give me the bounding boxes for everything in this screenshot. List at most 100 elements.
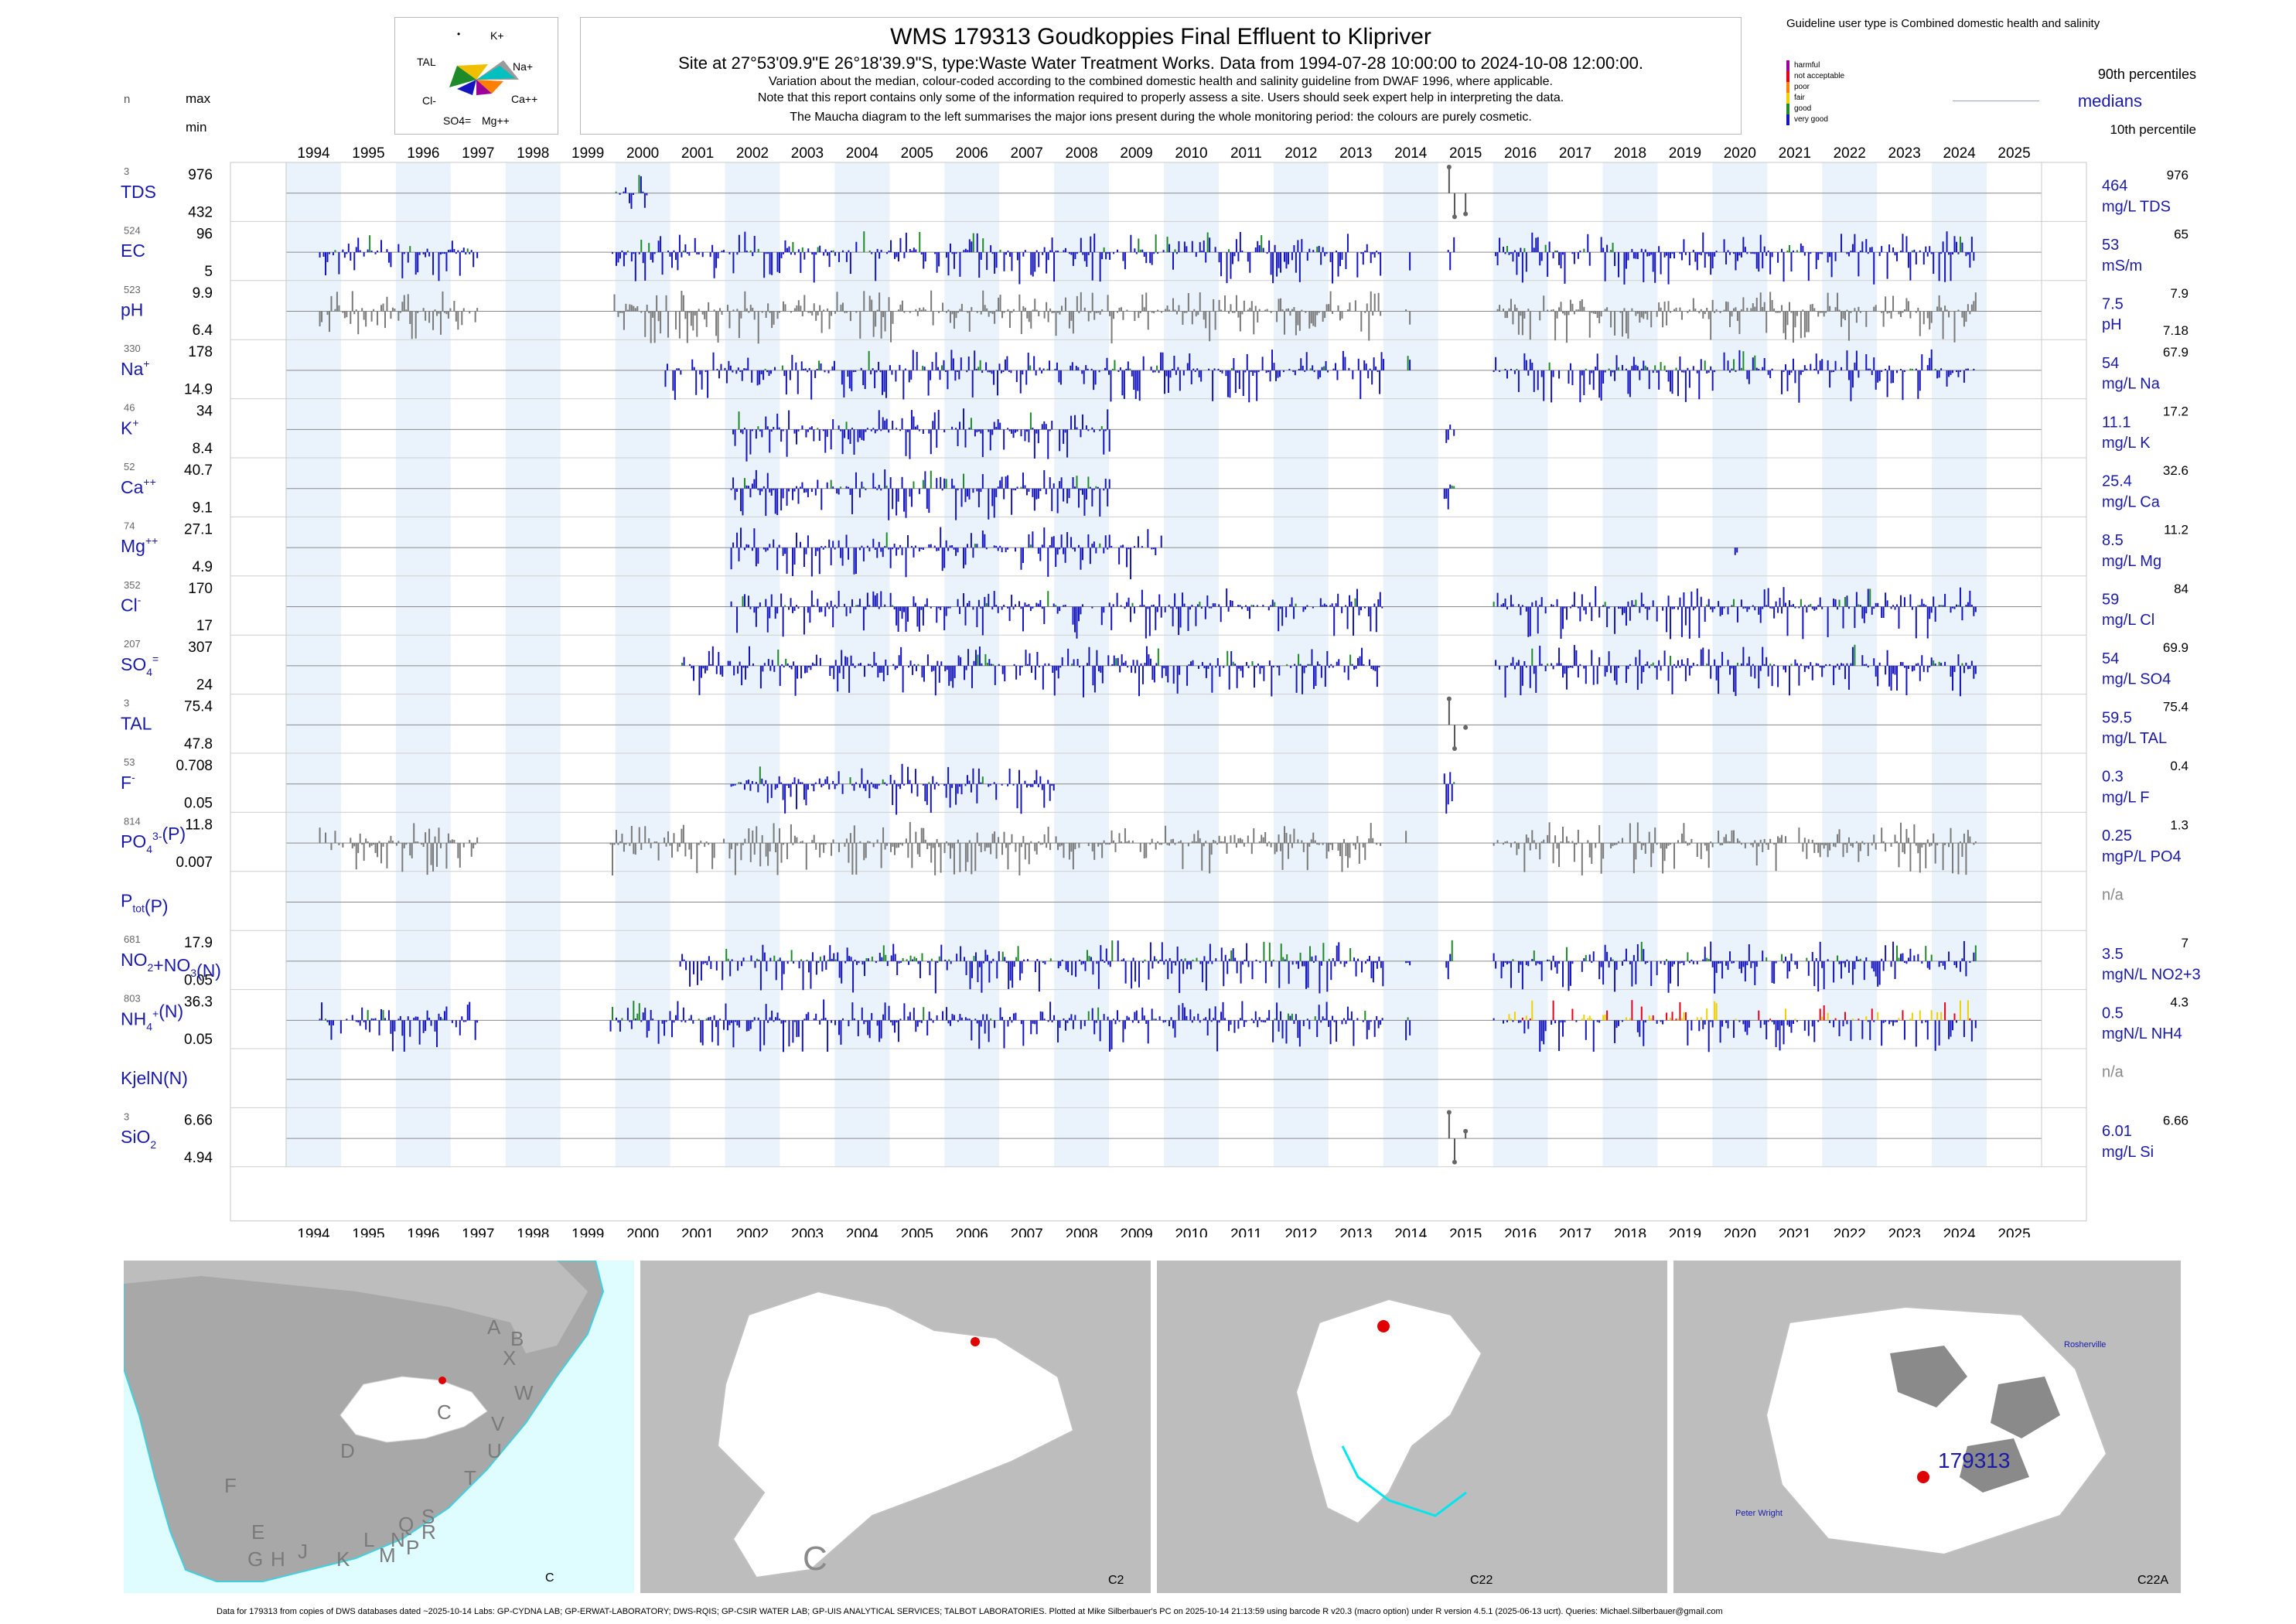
bar-SO4 <box>1702 647 1704 666</box>
year-label-bottom-2015: 2015 <box>1449 1227 1482 1237</box>
n-pH: 523 <box>124 284 141 295</box>
bar-NOx <box>1299 952 1302 961</box>
bar-EC <box>1755 252 1758 269</box>
bar-PO4 <box>909 821 911 844</box>
bar-Cl <box>914 602 916 607</box>
bar-EC <box>1865 239 1868 253</box>
bar-Cl <box>1873 606 1875 609</box>
bar-PO4 <box>1264 831 1267 844</box>
min-PO4: 0.007 <box>176 855 213 871</box>
bar-PO4 <box>1258 841 1261 844</box>
bar-NH4 <box>1409 1020 1411 1035</box>
bar-EC <box>769 252 771 275</box>
bar-pH <box>1614 311 1616 336</box>
bar-Mg <box>1007 548 1009 550</box>
maucha-label-ca: Ca++ <box>511 93 537 105</box>
bar-Cl <box>766 606 769 633</box>
bar-PO4 <box>1643 843 1645 846</box>
bar-Na <box>1625 368 1627 370</box>
bar-NOx <box>704 960 706 964</box>
bar-SO4 <box>1648 665 1650 669</box>
bar-Ca <box>1045 488 1047 495</box>
bar-PO4 <box>1239 838 1241 844</box>
bar-TDS <box>630 193 633 210</box>
bar-pH <box>1573 311 1575 315</box>
bar-pH <box>863 291 865 312</box>
bar-PO4 <box>1662 843 1664 874</box>
bar-NOx <box>1520 960 1522 965</box>
bar-Mg <box>743 548 745 551</box>
bar-EC <box>1521 252 1523 283</box>
bar-SO4 <box>1796 663 1798 666</box>
bar-NH4 <box>1329 1020 1332 1045</box>
bar-SO4 <box>1680 659 1683 666</box>
bar-Ca <box>943 478 946 489</box>
bar-NOx <box>1882 960 1885 971</box>
bar-PO4 <box>1769 838 1772 844</box>
bar-pH <box>949 311 951 323</box>
bar-EC <box>1231 252 1233 264</box>
bar-Cl <box>1055 605 1057 607</box>
bar-Mg <box>995 545 998 548</box>
bar-K <box>1037 429 1039 444</box>
bar-pH <box>650 311 652 343</box>
bar-Na <box>1025 370 1028 385</box>
bar-pH <box>855 311 858 313</box>
bar-pH <box>871 299 873 312</box>
bar-Cl <box>1781 606 1783 614</box>
bar-Na <box>1248 370 1250 403</box>
bar-PO4 <box>1688 843 1690 845</box>
bar-SO4 <box>773 665 776 672</box>
bar-NH4 <box>1051 1020 1053 1022</box>
bar-SO4 <box>1372 665 1374 670</box>
bar-NOx <box>833 953 835 961</box>
bar-pH <box>674 311 677 330</box>
year-label-bottom-2010: 2010 <box>1175 1227 1207 1237</box>
scale-swatch-good <box>1786 104 1789 114</box>
bar-EC <box>1830 252 1833 278</box>
year-label-top-2007: 2007 <box>1011 145 1043 162</box>
bar-NH4 <box>1738 1020 1741 1022</box>
bar-NOx <box>1819 941 1821 961</box>
bar-NH4 <box>797 1020 800 1037</box>
bar-SO4 <box>930 665 933 672</box>
bar-NH4 <box>1095 1020 1097 1023</box>
bar-K <box>1029 412 1032 430</box>
bar-NOx <box>861 960 864 965</box>
bar-PO4 <box>469 840 471 844</box>
bar-Mg <box>993 545 995 548</box>
bar-Mg <box>964 548 967 565</box>
bar-Cl <box>878 606 880 609</box>
bar-Cl <box>1598 606 1601 618</box>
year-band-1996 <box>395 162 451 1167</box>
bar-NH4 <box>1698 1020 1701 1032</box>
bar-F <box>790 783 792 797</box>
bar-pH <box>1043 311 1046 319</box>
bar-pH <box>1650 311 1653 328</box>
bar-NH4 <box>1057 1020 1059 1042</box>
bar-NOx <box>1592 951 1595 961</box>
bar-pH <box>1059 311 1061 315</box>
bar-EC <box>1858 252 1860 277</box>
p90-SO4: 69.9 <box>2163 640 2189 655</box>
bar-pH <box>1837 292 1839 312</box>
bar-EC <box>466 248 469 253</box>
bar-pH <box>1792 311 1794 343</box>
bar-Cl <box>1925 605 1927 607</box>
bar-PO4 <box>1575 843 1578 845</box>
bar-K <box>1085 425 1087 430</box>
bar-PO4 <box>1174 843 1176 845</box>
bar-K <box>766 426 769 430</box>
bar-SO4 <box>957 655 960 666</box>
bar-NOx <box>825 960 827 971</box>
bar-Cl <box>1120 605 1122 607</box>
bar-pH <box>1919 311 1921 336</box>
bar-SO4 <box>1207 665 1209 669</box>
bar-Ca <box>880 488 882 491</box>
bar-SO4 <box>1030 665 1032 674</box>
bar-PO4 <box>1881 827 1883 844</box>
bar-NH4 <box>1819 1008 1821 1021</box>
bar-NOx <box>1955 960 1957 968</box>
bar-PO4 <box>1762 843 1764 852</box>
bar-NOx <box>1138 960 1141 988</box>
